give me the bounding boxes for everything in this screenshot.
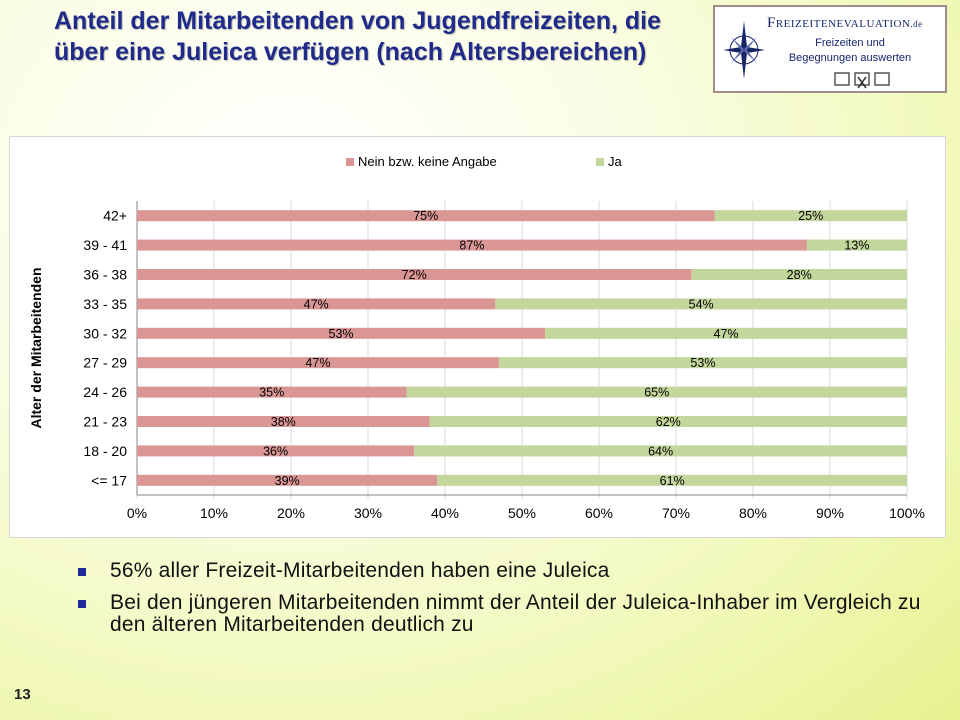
bullet-marker-icon (78, 600, 86, 608)
bar-nein (137, 474, 438, 486)
data-label-nein: 47% (304, 297, 329, 311)
data-label-ja: 64% (648, 444, 673, 458)
bar-nein (137, 269, 692, 280)
bar-ja (545, 327, 907, 339)
x-tick-label: 10% (200, 505, 228, 521)
data-label-nein: 72% (402, 268, 427, 282)
bar-nein (137, 386, 407, 398)
chart-frame: 0% 10% 20% 30% 40% 50% 60% 70% 80% 90% 100% 75% 25% 4… (9, 136, 946, 538)
data-label-nein: 47% (305, 356, 330, 370)
y-tick-label: 39 - 41 (83, 237, 127, 253)
y-tick-label: 33 - 35 (83, 296, 127, 312)
data-label-ja: 53% (690, 356, 715, 370)
bullet-item: 56% aller Freizeit-Mitarbeitenden haben … (78, 560, 928, 582)
legend-label-nein: Nein bzw. keine Angabe (358, 154, 497, 169)
bullet-marker-icon (78, 568, 86, 576)
x-tick-label: 60% (585, 505, 613, 521)
bar-nein (137, 416, 430, 427)
y-axis-title: Alter der Mitarbeitenden (28, 267, 44, 428)
logo-tagline-1: Freizeiten und (815, 37, 885, 49)
page-number: 13 (14, 686, 31, 703)
data-label-nein: 36% (263, 444, 288, 458)
bullet-list: 56% aller Freizeit-Mitarbeitenden haben … (78, 560, 928, 646)
logo-pictogram-icon (834, 72, 890, 89)
y-tick-label: <= 17 (91, 472, 127, 488)
bar-nein (137, 327, 546, 339)
data-label-ja: 47% (714, 327, 739, 341)
bar-ja (437, 474, 907, 486)
logo: Freizeitenevaluation.de Freizeiten und B… (713, 5, 947, 93)
x-tick-label: 30% (354, 505, 382, 521)
y-tick-label: 42+ (103, 208, 127, 224)
y-tick-label: 30 - 32 (83, 325, 127, 341)
bar-nein (137, 210, 715, 222)
y-tick-label: 18 - 20 (83, 443, 127, 459)
bar-nein (137, 298, 496, 310)
data-label-ja: 28% (787, 268, 812, 282)
legend-label-ja: Ja (608, 154, 623, 169)
logo-brand: Freizeitenevaluation.de (767, 15, 923, 31)
bar-chart: 0% 10% 20% 30% 40% 50% 60% 70% 80% 90% 100% 75% 25% 4… (28, 154, 925, 521)
data-label-ja: 13% (844, 239, 869, 253)
slide-title: Anteil der Mitarbeitenden von Jugendfrei… (54, 7, 662, 66)
data-label-ja: 54% (689, 297, 714, 311)
data-label-nein: 39% (275, 474, 300, 488)
x-tick-label: 50% (508, 505, 536, 521)
bar-ja (691, 269, 907, 280)
bar-ja (495, 298, 907, 310)
x-tick-label: 70% (662, 505, 690, 521)
data-label-ja: 61% (660, 474, 685, 488)
data-label-nein: 35% (259, 386, 284, 400)
bar-ja (806, 239, 907, 251)
bar-ja (414, 445, 907, 457)
bar-nein (137, 239, 807, 251)
data-label-ja: 25% (798, 209, 823, 223)
x-tick-label: 90% (816, 505, 844, 521)
y-tick-label: 21 - 23 (83, 414, 127, 430)
bar-ja (406, 386, 907, 398)
legend-swatch-ja (596, 158, 604, 166)
data-label-ja: 62% (656, 415, 681, 429)
x-tick-label: 0% (127, 505, 147, 521)
bar-ja (498, 357, 907, 369)
data-label-nein: 38% (271, 415, 296, 429)
x-tick-label: 40% (431, 505, 459, 521)
x-tick-label: 20% (277, 505, 305, 521)
bullet-item: Bei den jüngeren Mitarbeitenden nimmt de… (78, 592, 928, 636)
data-label-nein: 53% (329, 327, 354, 341)
y-tick-label: 24 - 26 (83, 384, 127, 400)
bar-ja (429, 416, 907, 427)
bar-ja (714, 210, 907, 222)
logo-tagline-2: Begegnungen auswerten (788, 52, 912, 64)
bar-nein (137, 445, 415, 457)
data-label-nein: 87% (459, 239, 484, 253)
x-tick-label: 100% (889, 505, 925, 521)
data-label-ja: 65% (644, 386, 669, 400)
compass-rose-icon (723, 21, 765, 79)
y-tick-label: 27 - 29 (83, 355, 127, 371)
data-label-nein: 75% (413, 209, 438, 223)
x-tick-label: 80% (739, 505, 767, 521)
legend-swatch-nein (346, 158, 354, 166)
bar-nein (137, 357, 499, 369)
y-tick-label: 36 - 38 (83, 267, 127, 283)
